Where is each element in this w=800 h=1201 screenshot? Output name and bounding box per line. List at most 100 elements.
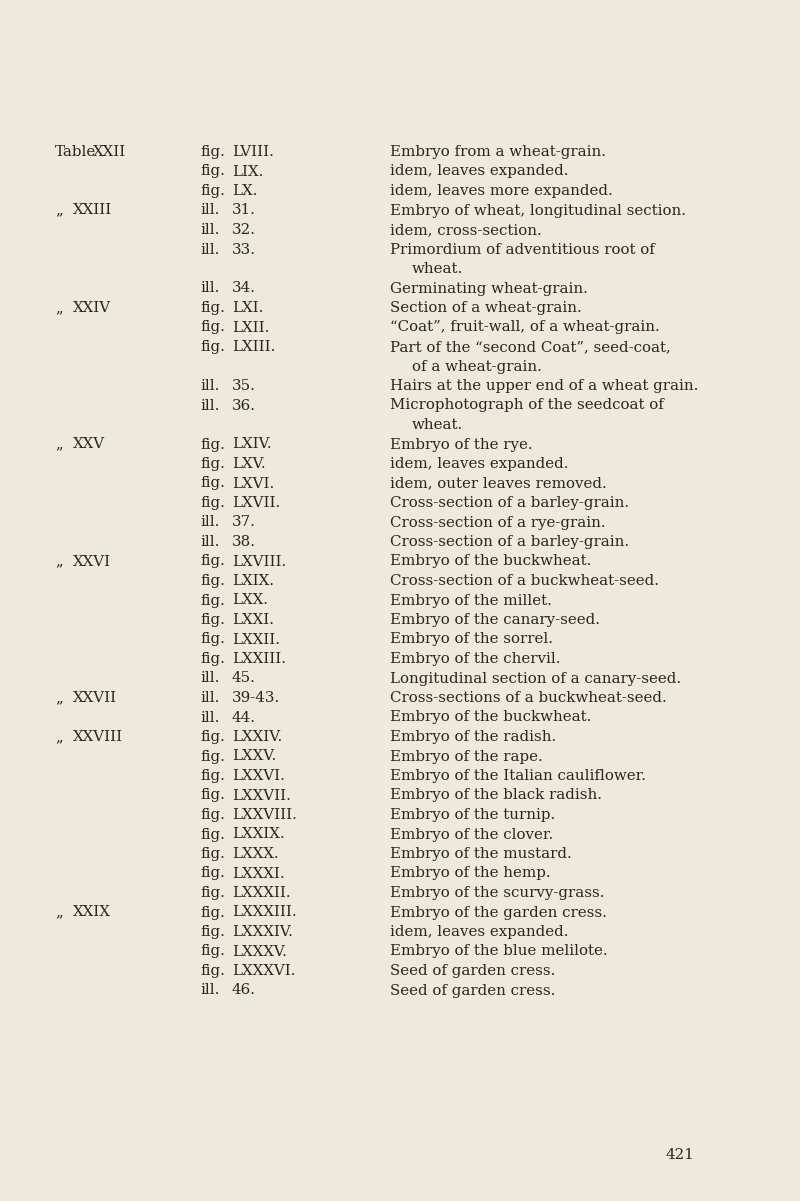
Text: XXVIII: XXVIII [73, 730, 123, 743]
Text: ill.: ill. [200, 243, 219, 257]
Text: Embryo of the rye.: Embryo of the rye. [390, 437, 533, 452]
Text: Cross-section of a buckwheat-seed.: Cross-section of a buckwheat-seed. [390, 574, 659, 588]
Text: 39-43.: 39-43. [232, 691, 280, 705]
Text: 33.: 33. [232, 243, 256, 257]
Text: ill.: ill. [200, 534, 219, 549]
Text: fig.: fig. [200, 437, 225, 452]
Text: „: „ [55, 555, 62, 568]
Text: Section of a wheat-grain.: Section of a wheat-grain. [390, 301, 582, 315]
Text: „: „ [55, 906, 62, 920]
Text: 44.: 44. [232, 711, 256, 724]
Text: fig.: fig. [200, 925, 225, 939]
Text: „: „ [55, 203, 62, 217]
Text: Seed of garden cress.: Seed of garden cress. [390, 984, 555, 998]
Text: Primordium of adventitious root of: Primordium of adventitious root of [390, 243, 655, 257]
Text: LXXIII.: LXXIII. [232, 652, 286, 667]
Text: Cross-section of a barley-grain.: Cross-section of a barley-grain. [390, 496, 629, 510]
Text: LXIII.: LXIII. [232, 340, 275, 354]
Text: Embryo of the millet.: Embryo of the millet. [390, 593, 552, 608]
Text: fig.: fig. [200, 827, 225, 842]
Text: fig.: fig. [200, 769, 225, 783]
Text: idem, cross-section.: idem, cross-section. [390, 223, 542, 237]
Text: ill.: ill. [200, 399, 219, 412]
Text: LXXXII.: LXXXII. [232, 886, 290, 900]
Text: Embryo of the black radish.: Embryo of the black radish. [390, 789, 602, 802]
Text: ill.: ill. [200, 223, 219, 237]
Text: idem, leaves expanded.: idem, leaves expanded. [390, 165, 569, 179]
Text: 45.: 45. [232, 671, 256, 686]
Text: LIX.: LIX. [232, 165, 263, 179]
Text: LXXX.: LXXX. [232, 847, 278, 861]
Text: LXVII.: LXVII. [232, 496, 280, 510]
Text: Hairs at the upper end of a wheat grain.: Hairs at the upper end of a wheat grain. [390, 380, 698, 393]
Text: fig.: fig. [200, 866, 225, 880]
Text: „: „ [55, 437, 62, 452]
Text: “Coat”, fruit-wall, of a wheat-grain.: “Coat”, fruit-wall, of a wheat-grain. [390, 321, 660, 335]
Text: Embryo of the Italian cauliflower.: Embryo of the Italian cauliflower. [390, 769, 646, 783]
Text: ill.: ill. [200, 380, 219, 393]
Text: fig.: fig. [200, 184, 225, 198]
Text: fig.: fig. [200, 808, 225, 821]
Text: fig.: fig. [200, 847, 225, 861]
Text: 46.: 46. [232, 984, 256, 998]
Text: 31.: 31. [232, 203, 256, 217]
Text: Part of the “second Coat”, seed-coat,: Part of the “second Coat”, seed-coat, [390, 340, 670, 354]
Text: LXXIV.: LXXIV. [232, 730, 282, 743]
Text: LXIX.: LXIX. [232, 574, 274, 588]
Text: fig.: fig. [200, 574, 225, 588]
Text: Embryo of the scurvy-grass.: Embryo of the scurvy-grass. [390, 886, 605, 900]
Text: fig.: fig. [200, 496, 225, 510]
Text: Embryo of the hemp.: Embryo of the hemp. [390, 866, 550, 880]
Text: fig.: fig. [200, 964, 225, 978]
Text: fig.: fig. [200, 633, 225, 646]
Text: 34.: 34. [232, 281, 256, 295]
Text: Cross-section of a rye-grain.: Cross-section of a rye-grain. [390, 515, 606, 530]
Text: LXII.: LXII. [232, 321, 270, 335]
Text: Embryo of wheat, longitudinal section.: Embryo of wheat, longitudinal section. [390, 203, 686, 217]
Text: ill.: ill. [200, 671, 219, 686]
Text: fig.: fig. [200, 593, 225, 608]
Text: 37.: 37. [232, 515, 256, 530]
Text: LXXV.: LXXV. [232, 749, 276, 764]
Text: fig.: fig. [200, 652, 225, 667]
Text: ill.: ill. [200, 515, 219, 530]
Text: LXIV.: LXIV. [232, 437, 272, 452]
Text: Embryo of the chervil.: Embryo of the chervil. [390, 652, 561, 667]
Text: idem, outer leaves removed.: idem, outer leaves removed. [390, 477, 606, 490]
Text: LXXXV.: LXXXV. [232, 944, 287, 958]
Text: LXV.: LXV. [232, 458, 266, 471]
Text: wheat.: wheat. [412, 418, 463, 432]
Text: LVIII.: LVIII. [232, 145, 274, 159]
Text: „: „ [55, 730, 62, 743]
Text: fig.: fig. [200, 165, 225, 179]
Text: LXXXIV.: LXXXIV. [232, 925, 293, 939]
Text: fig.: fig. [200, 906, 225, 920]
Text: LXXXI.: LXXXI. [232, 866, 285, 880]
Text: XXII: XXII [93, 145, 126, 159]
Text: LXXVI.: LXXVI. [232, 769, 285, 783]
Text: fig.: fig. [200, 340, 225, 354]
Text: ill.: ill. [200, 984, 219, 998]
Text: LXXXVI.: LXXXVI. [232, 964, 295, 978]
Text: Microphotograph of the seedcoat of: Microphotograph of the seedcoat of [390, 399, 664, 412]
Text: Embryo of the rape.: Embryo of the rape. [390, 749, 542, 764]
Text: LXVI.: LXVI. [232, 477, 274, 490]
Text: Embryo of the sorrel.: Embryo of the sorrel. [390, 633, 553, 646]
Text: fig.: fig. [200, 613, 225, 627]
Text: wheat.: wheat. [412, 262, 463, 276]
Text: 38.: 38. [232, 534, 256, 549]
Text: of a wheat-grain.: of a wheat-grain. [412, 359, 542, 374]
Text: 421: 421 [666, 1148, 694, 1163]
Text: fig.: fig. [200, 886, 225, 900]
Text: fig.: fig. [200, 749, 225, 764]
Text: Cross-section of a barley-grain.: Cross-section of a barley-grain. [390, 534, 629, 549]
Text: Embryo of the buckwheat.: Embryo of the buckwheat. [390, 711, 591, 724]
Text: Germinating wheat-grain.: Germinating wheat-grain. [390, 281, 588, 295]
Text: LXXXIII.: LXXXIII. [232, 906, 297, 920]
Text: ill.: ill. [200, 203, 219, 217]
Text: fig.: fig. [200, 555, 225, 568]
Text: fig.: fig. [200, 458, 225, 471]
Text: Table: Table [55, 145, 96, 159]
Text: fig.: fig. [200, 321, 225, 335]
Text: Embryo of the clover.: Embryo of the clover. [390, 827, 554, 842]
